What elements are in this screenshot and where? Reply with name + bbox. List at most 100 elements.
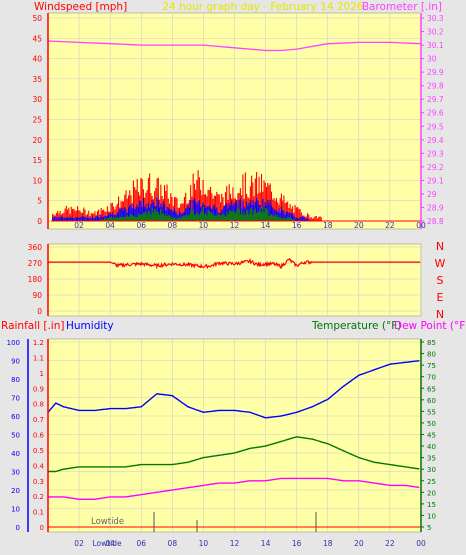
y2-tick-label: 29 [427, 190, 437, 199]
y-tick-label: 35 [32, 75, 42, 84]
y2-tick-label: 29.6 [427, 109, 444, 118]
y-tick-label: 20 [11, 487, 20, 495]
y2-tick-label: 15 [427, 501, 436, 509]
y-tick-label: 60 [11, 413, 20, 421]
x-tick-label: 02 [74, 539, 84, 548]
y-tick-label: 90 [11, 358, 20, 366]
y-tick-label: 0 [37, 307, 42, 316]
x-tick-label: 10 [199, 221, 209, 230]
x-tick-label: 22 [385, 221, 395, 230]
y-tick-label: 45 [32, 34, 42, 43]
y-tick-label: 1.2 [33, 339, 44, 347]
climate-lines [47, 360, 421, 528]
y2-tick-label: 28.9 [427, 203, 444, 212]
x-tick-label: 16 [292, 221, 302, 230]
direction-y-axis: 0 90 180 270 360 [28, 243, 49, 316]
temperature-axis-title: Temperature (°F) [311, 320, 401, 332]
windspeed-axis-title: Windspeed [mph] [34, 1, 127, 13]
y-tick-label: 0.2 [33, 493, 44, 501]
chart-title: 24 hour graph day - February 14 2026 [162, 1, 364, 13]
windspeed-y-axis: 0 5 10 15 20 25 30 35 40 45 50 [32, 13, 49, 229]
x-tick-label: 20 [354, 539, 364, 548]
y-tick-label: 0 [40, 524, 44, 532]
x-tick-label: 14 [261, 221, 271, 230]
dew-point-axis-title: Dew Point (°F) [394, 320, 466, 332]
y2-tick-label: 65 [427, 385, 436, 393]
y2-tick-label: 25 [427, 478, 436, 486]
y2-tick-label: 10 [427, 512, 436, 520]
compass-label: E [437, 291, 444, 304]
y2-tick-label: 29.5 [427, 122, 444, 131]
rainfall-y-axis: 0 0.1 0.2 0.3 0.4 0.5 0.6 0.7 0.8 0.9 1 1.1 1.2 [33, 339, 49, 532]
compass-label: N [436, 240, 444, 253]
temperature-line [48, 436, 420, 473]
y2-tick-label: 50 [427, 420, 436, 428]
direction-line [48, 257, 421, 270]
dew-point-line [48, 477, 420, 500]
y-tick-label: 0.5 [33, 447, 44, 455]
x-tick-label: 18 [323, 221, 333, 230]
x-tick-label: 12 [230, 539, 240, 548]
y-tick-label: 0 [16, 524, 20, 532]
x-tick-label: 06 [136, 539, 146, 548]
y-tick-label: 20 [32, 136, 42, 145]
x-tick-label: 08 [168, 221, 178, 230]
y-tick-label: 0.6 [33, 432, 45, 440]
y2-tick-label: 29.4 [427, 136, 444, 145]
x-tick-label: 04 [105, 221, 115, 230]
barometer-y-axis: 28.8 28.9 29 29.1 29.2 29.3 29.4 29.5 29.6 29.7 29… [420, 13, 444, 229]
y-tick-label: 1.1 [33, 354, 44, 362]
wind-bars [47, 40, 422, 222]
y-tick-label: 0.9 [33, 385, 44, 393]
y2-tick-label: 29.1 [427, 176, 444, 185]
y-tick-label: 40 [32, 55, 42, 64]
compass-label: N [436, 308, 444, 321]
wind-x-axis: 02 04 06 08 10 12 14 16 18 20 22 00 [74, 221, 426, 230]
x-tick-label: 16 [292, 539, 302, 548]
y-tick-label: 50 [11, 432, 20, 440]
y2-tick-label: 40 [427, 443, 436, 451]
rainfall-axis-title: Rainfall [.in] [1, 320, 64, 332]
y2-tick-label: 29.8 [427, 82, 444, 91]
x-tick-label: 08 [168, 539, 178, 548]
y2-tick-label: 28.8 [427, 217, 444, 226]
y2-tick-label: 29.2 [427, 163, 444, 172]
lowtide-axis-label: Lowtide [92, 539, 122, 548]
y-tick-label: 30 [11, 469, 20, 477]
y-tick-label: 50 [32, 14, 42, 23]
x-tick-label: 04 [105, 539, 115, 548]
x-tick-label: 00 [416, 539, 426, 548]
y2-tick-label: 75 [427, 362, 436, 370]
x-tick-label: 14 [261, 539, 271, 548]
x-tick-label: 06 [136, 221, 146, 230]
x-tick-label: 12 [230, 221, 240, 230]
y2-tick-label: 85 [427, 339, 436, 347]
x-tick-label: 20 [354, 221, 364, 230]
y-tick-label: 0.7 [33, 416, 44, 424]
y-tick-label: 270 [28, 259, 43, 268]
y-tick-label: 90 [32, 291, 42, 300]
barometer-line [47, 40, 422, 52]
y2-tick-label: 5 [427, 524, 431, 532]
y-tick-label: 15 [32, 156, 42, 165]
x-tick-label: 10 [199, 539, 209, 548]
y-tick-label: 70 [11, 395, 20, 403]
direction-line [48, 257, 421, 270]
y-tick-label: 30 [32, 95, 42, 104]
y2-tick-label: 30 [427, 466, 436, 474]
y2-tick-label: 55 [427, 408, 436, 416]
y2-tick-label: 29.9 [427, 68, 444, 77]
y2-tick-label: 30.1 [427, 41, 444, 50]
y2-tick-label: 35 [427, 455, 436, 463]
barometer-axis-title: Barometer [.in] [362, 1, 442, 13]
humidity-line [47, 360, 420, 419]
y2-tick-label: 70 [427, 374, 436, 382]
y2-tick-label: 30 [427, 55, 437, 64]
y-tick-label: 10 [32, 176, 42, 185]
y2-tick-label: 20 [427, 489, 436, 497]
x-tick-label: 18 [323, 539, 333, 548]
y-tick-label: 180 [28, 275, 43, 284]
x-tick-label: 22 [385, 539, 395, 548]
y-tick-label: 0.4 [33, 462, 45, 470]
